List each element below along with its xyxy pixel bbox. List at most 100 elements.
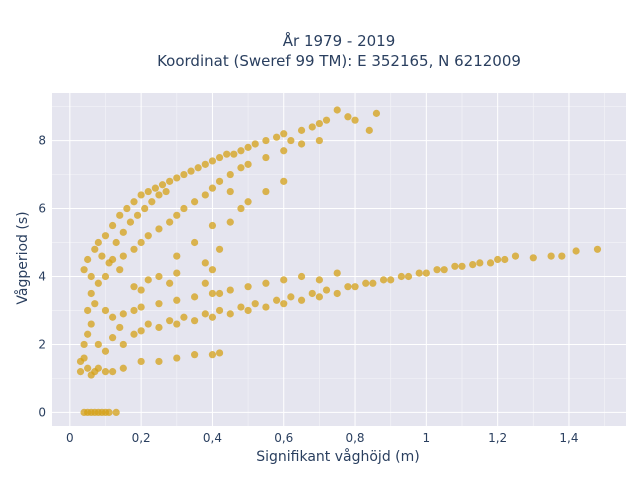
data-point <box>208 184 217 192</box>
data-point <box>155 323 163 332</box>
data-point <box>137 238 145 247</box>
data-point <box>116 323 124 332</box>
data-point <box>397 272 405 281</box>
data-point <box>333 106 341 114</box>
data-point <box>201 310 209 318</box>
data-point <box>180 170 188 179</box>
data-point <box>109 334 117 342</box>
data-point <box>98 252 106 260</box>
data-point <box>287 293 295 301</box>
x-tick-label: 0 <box>66 431 74 445</box>
data-point <box>280 177 288 185</box>
data-point <box>116 211 124 219</box>
data-point <box>191 238 199 247</box>
data-point <box>166 279 174 287</box>
data-point <box>297 140 306 148</box>
data-point <box>155 357 163 366</box>
data-point <box>440 266 448 274</box>
y-axis-title: Vågperiod (s) <box>14 211 31 304</box>
data-point <box>223 150 231 158</box>
data-point <box>344 113 352 121</box>
data-point <box>144 232 152 240</box>
data-point <box>387 276 395 284</box>
data-point <box>126 218 135 226</box>
data-point <box>201 279 209 287</box>
data-point <box>333 289 341 298</box>
data-point <box>173 174 181 182</box>
data-point <box>119 340 127 349</box>
data-point <box>237 204 245 213</box>
data-point <box>501 255 509 264</box>
data-point <box>547 252 555 260</box>
data-point <box>166 317 174 325</box>
data-point <box>230 150 238 158</box>
data-point <box>251 300 259 308</box>
data-point <box>101 306 110 315</box>
data-point <box>84 306 92 315</box>
data-point <box>194 164 202 172</box>
data-point <box>201 160 209 168</box>
data-point <box>237 164 245 172</box>
data-point <box>191 317 199 325</box>
data-point <box>287 136 295 145</box>
data-point <box>315 276 323 284</box>
data-point <box>130 306 138 315</box>
y-axis-ticks: 0 2 4 6 8 <box>38 134 46 420</box>
data-point <box>91 300 99 308</box>
data-point <box>379 276 388 284</box>
chart-title: År 1979 - 2019 Koordinat (Sweref 99 TM):… <box>157 31 521 70</box>
data-point <box>133 211 142 219</box>
data-point <box>130 245 138 253</box>
data-point <box>148 198 156 206</box>
data-point <box>173 269 181 277</box>
data-point <box>101 232 110 240</box>
data-point <box>322 116 331 124</box>
x-tick-label: 0,8 <box>345 431 364 445</box>
gridlines <box>52 93 626 426</box>
data-point <box>433 266 441 274</box>
data-point <box>158 181 167 189</box>
data-point <box>280 300 288 308</box>
data-point <box>84 364 92 372</box>
data-point <box>80 266 88 274</box>
data-point <box>451 262 459 270</box>
data-point <box>244 198 252 206</box>
data-point <box>208 157 217 165</box>
data-point <box>273 133 281 141</box>
data-point <box>173 252 181 260</box>
data-point <box>215 306 224 315</box>
data-point <box>297 296 306 304</box>
data-point <box>109 255 117 264</box>
data-point <box>84 330 92 338</box>
data-point <box>333 269 341 277</box>
data-point <box>593 245 602 253</box>
data-point <box>130 283 138 291</box>
data-point <box>137 286 145 294</box>
data-point <box>226 187 234 196</box>
data-point <box>486 259 495 267</box>
data-point <box>162 187 170 196</box>
data-point <box>101 368 110 376</box>
data-point <box>208 351 217 359</box>
data-point <box>151 184 159 192</box>
data-point <box>262 136 270 145</box>
data-point <box>273 296 281 304</box>
data-point <box>351 116 359 124</box>
data-point <box>251 140 259 148</box>
data-point <box>315 136 323 145</box>
data-point <box>101 272 110 281</box>
data-point <box>297 272 306 281</box>
x-tick-label: 0,6 <box>274 431 293 445</box>
data-point <box>458 262 466 270</box>
y-tick-label: 6 <box>38 202 46 216</box>
data-point <box>476 259 484 267</box>
data-point <box>109 313 117 321</box>
data-point <box>362 279 370 287</box>
data-point <box>144 320 152 328</box>
data-point <box>469 260 477 269</box>
data-point <box>187 167 195 175</box>
data-point <box>244 306 252 315</box>
data-point <box>112 408 120 417</box>
data-point <box>372 109 381 117</box>
